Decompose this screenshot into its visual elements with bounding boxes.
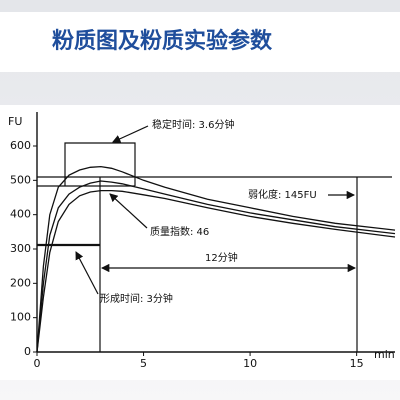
- data-line: [36, 165, 396, 353]
- x-axis-label: min: [374, 348, 395, 361]
- annotation: 质量指数: 46: [150, 225, 209, 238]
- y-tick-label: 500: [10, 173, 31, 186]
- data-line: [36, 180, 396, 353]
- y-tick-label: 200: [10, 276, 31, 289]
- plot-background: [0, 105, 400, 380]
- annotation: 弱化度: 145FU: [248, 188, 317, 201]
- y-tick-label: 600: [10, 139, 31, 152]
- y-tick-label: 300: [10, 242, 31, 255]
- stability-bracket: [64, 142, 136, 186]
- title-band: [0, 12, 400, 72]
- data-line: [36, 189, 396, 353]
- y-tick-label: 0: [24, 345, 31, 358]
- annotation: 形成时间: 3分钟: [100, 292, 173, 305]
- y-tick-label: 400: [10, 208, 31, 221]
- x-tick-label: 10: [243, 357, 257, 370]
- annotation: 稳定时间: 3.6分钟: [152, 118, 234, 131]
- arrow: [75, 251, 99, 295]
- annotation-shapes: [37, 125, 392, 352]
- x-tick-label: 15: [350, 357, 364, 370]
- y-tick-label: 100: [10, 311, 31, 324]
- x-tick-label: 5: [140, 357, 147, 370]
- chart-title: 粉质图及粉质实验参数: [52, 28, 273, 54]
- annotation: 12分钟: [205, 251, 238, 264]
- y-axis-label: FU: [8, 115, 22, 128]
- arrow: [112, 125, 149, 143]
- x-tick-label: 0: [34, 357, 41, 370]
- arrow: [109, 193, 148, 229]
